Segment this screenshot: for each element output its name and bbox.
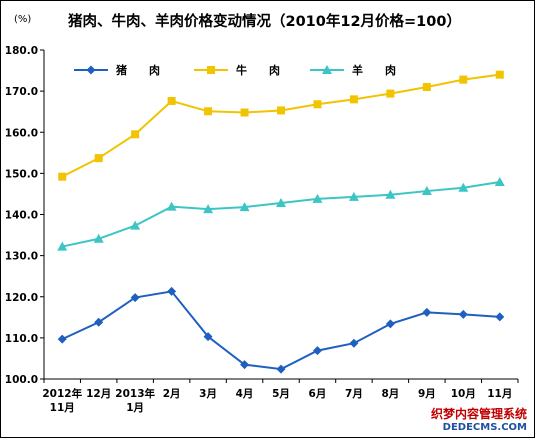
data-point-square — [131, 130, 140, 139]
data-point-diamond — [349, 338, 359, 348]
plot-area: 100.0 110.0 120.0 130.0 140.0 150.0 160.0 170.0… — [5, 45, 519, 414]
data-point-diamond — [422, 307, 432, 317]
data-point-square — [167, 96, 176, 105]
x-tick-label: 12月 — [86, 388, 111, 400]
x-tick-label: 10月 — [451, 388, 476, 400]
data-point-diamond — [130, 293, 140, 303]
data-point-triangle — [348, 191, 359, 201]
watermark-text: 织梦内容管理系统 — [430, 407, 527, 421]
x-tick-label: 5月 — [272, 388, 290, 400]
series-line-square — [61, 73, 500, 178]
y-tick-label: 170.0 — [5, 86, 38, 98]
x-tick-label: 7月 — [345, 388, 363, 400]
data-point-square — [204, 107, 213, 116]
data-point-square — [58, 172, 67, 181]
x-tick-label: 6月 — [309, 388, 327, 400]
legend-label: 猪 肉 — [115, 63, 160, 77]
data-point-triangle — [312, 193, 323, 203]
series-line-triangle — [62, 181, 500, 248]
x-tick-label: 2月 — [163, 388, 181, 400]
y-tick-label: 120.0 — [5, 292, 38, 304]
data-point-square — [349, 95, 358, 104]
data-point-diamond — [312, 346, 322, 356]
data-point-square — [240, 108, 249, 117]
legend-marker — [207, 66, 215, 74]
data-point-diamond — [240, 360, 250, 370]
watermark-url: DEDECMS.COM — [442, 422, 527, 433]
data-point-square — [459, 75, 468, 84]
y-tick-label: 110.0 — [5, 333, 38, 345]
data-point-square — [313, 100, 322, 109]
watermark: 织梦内容管理系统 DEDECMS.COM — [415, 402, 533, 436]
unit-label: (%) — [14, 14, 31, 25]
legend-label: 羊 肉 — [352, 63, 396, 77]
data-point-triangle — [130, 220, 141, 230]
y-tick-label: 150.0 — [5, 168, 38, 180]
x-tick-label: 2013年 — [115, 387, 155, 400]
data-point-triangle — [93, 233, 104, 243]
data-point-diamond — [94, 317, 104, 327]
series-line-diamond — [61, 290, 500, 371]
data-point-triangle — [276, 197, 286, 207]
data-point-square — [277, 106, 285, 115]
legend-marker — [86, 65, 96, 75]
data-point-square — [422, 83, 431, 92]
data-point-triangle — [203, 204, 214, 214]
legend-label: 牛 肉 — [236, 63, 280, 77]
data-point-square — [495, 70, 504, 79]
chart-title: 猪肉、牛肉、羊肉价格变动情况（2010年12月价格=100） — [67, 12, 461, 30]
data-point-triangle — [239, 202, 250, 212]
data-point-square — [386, 89, 395, 98]
data-point-triangle — [421, 186, 432, 196]
y-tick-label: 130.0 — [5, 251, 38, 263]
data-point-diamond — [57, 334, 67, 344]
data-point-diamond — [203, 332, 213, 342]
data-point-triangle — [57, 241, 68, 251]
x-tick-label: 2012年 — [42, 387, 82, 400]
data-point-triangle — [166, 201, 177, 211]
y-tick-label: 180.0 — [5, 45, 38, 57]
y-tick-label: 160.0 — [5, 127, 38, 139]
legend-marker — [322, 65, 332, 74]
data-point-diamond — [458, 309, 468, 319]
x-tick-label: 11月 — [50, 402, 75, 414]
x-tick-label: 8月 — [381, 388, 399, 400]
data-point-diamond — [495, 312, 505, 322]
x-tick-label: 1月 — [126, 402, 144, 414]
data-point-square — [94, 154, 103, 163]
data-point-triangle — [385, 189, 396, 199]
x-tick-label: 4月 — [236, 388, 254, 400]
x-tick-label: 9月 — [418, 388, 436, 400]
data-point-triangle — [494, 177, 505, 187]
data-point-triangle — [458, 182, 469, 192]
data-point-diamond — [167, 286, 177, 296]
y-tick-label: 140.0 — [5, 210, 38, 222]
y-tick-label: 100.0 — [5, 374, 38, 386]
x-tick-label: 11月 — [487, 388, 512, 400]
x-tick-label: 3月 — [199, 388, 217, 400]
data-point-diamond — [276, 364, 286, 374]
data-point-diamond — [385, 319, 395, 329]
